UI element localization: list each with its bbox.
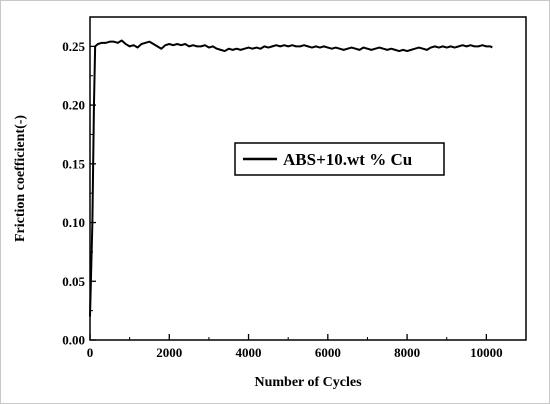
y-tick-label: 0.00 [62, 333, 85, 348]
y-tick-label: 0.15 [62, 156, 85, 171]
plot-border [89, 16, 527, 341]
legend: ABS+10.wt % Cu [234, 142, 445, 176]
y-tick-label: 0.05 [62, 274, 85, 289]
y-tick-label: 0.20 [62, 98, 85, 113]
x-axis: 0 2000 4000 6000 8000 10000 [87, 334, 503, 360]
y-axis: 0.00 0.05 0.10 0.15 0.20 0.25 [62, 16, 96, 348]
x-tick-label: 6000 [315, 345, 341, 360]
x-tick-label: 8000 [394, 345, 420, 360]
x-tick-label: 0 [87, 345, 94, 360]
y-tick-label: 0.10 [62, 215, 85, 230]
x-axis-title: Number of Cycles [254, 375, 362, 390]
plot-area [89, 16, 527, 341]
series-layer [89, 39, 493, 317]
series-line [89, 39, 493, 317]
y-axis-title: Friction coefficient(-) [13, 115, 28, 242]
x-tick-label: 2000 [156, 345, 182, 360]
x-tick-label: 4000 [236, 345, 262, 360]
legend-label: ABS+10.wt % Cu [283, 150, 412, 169]
y-tick-label: 0.25 [62, 39, 85, 54]
x-tick-label: 10000 [470, 345, 503, 360]
